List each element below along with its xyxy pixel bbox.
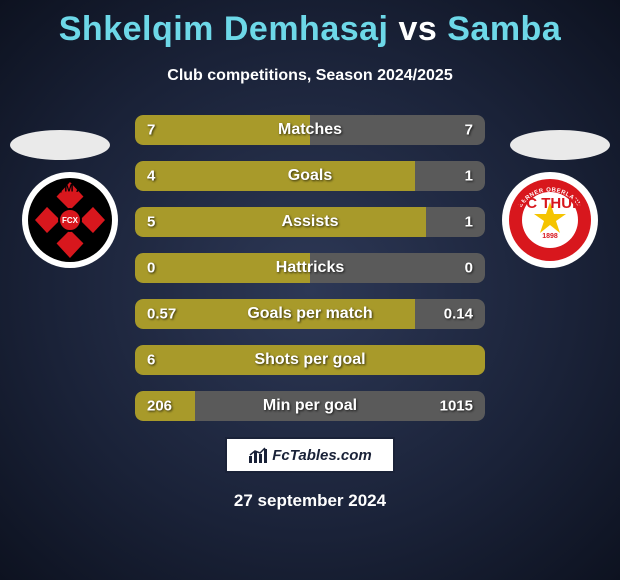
bar-left [135,161,415,191]
stat-row: 6 Shots per goal [135,345,485,375]
stat-value-left: 4 [147,168,155,185]
club-logo-left: FCX XAMAX [20,170,120,270]
stat-value-left: 206 [147,398,172,415]
halo-right [510,130,610,160]
stat-value-right: 1 [465,214,473,231]
stat-value-left: 7 [147,122,155,139]
stat-value-right: 0 [465,260,473,277]
subtitle: Club competitions, Season 2024/2025 [0,67,620,85]
stat-value-right: 1 [465,168,473,185]
stat-value-left: 0.57 [147,306,176,323]
stat-row: 206 1015 Min per goal [135,391,485,421]
stat-row: 4 1 Goals [135,161,485,191]
player1-name: Shkelqim Demhasaj [59,10,389,48]
stat-label: Goals [288,167,332,185]
club-logo-right: BERNER OBERLAND FC THUN 1898 [500,170,600,270]
stat-label: Matches [278,121,342,139]
stat-value-right: 0.14 [444,306,473,323]
halo-left [10,130,110,160]
stat-row: 0 0 Hattricks [135,253,485,283]
chart-icon [248,446,268,464]
svg-text:BERNER OBERLAND: BERNER OBERLAND [518,187,582,208]
date-text: 27 september 2024 [0,491,620,511]
svg-text:FCX: FCX [62,216,79,225]
stat-value-left: 6 [147,352,155,369]
bar-left [135,207,426,237]
stat-label: Assists [282,213,339,231]
stat-label: Shots per goal [254,351,365,369]
player2-name: Samba [447,10,561,48]
stat-value-left: 0 [147,260,155,277]
svg-text:1898: 1898 [542,233,558,240]
stat-label: Goals per match [247,305,372,323]
brand-text: FcTables.com [272,447,371,464]
stat-row: 5 1 Assists [135,207,485,237]
stats-bars: 7 7 Matches 4 1 Goals 5 1 Assists 0 0 Hattricks 0.57… [135,115,485,421]
comparison-title: Shkelqim Demhasaj vs Samba [0,0,620,49]
vs-text: vs [398,10,437,48]
stat-row: 0.57 0.14 Goals per match [135,299,485,329]
svg-text:XAMAX: XAMAX [42,182,98,202]
stat-value-left: 5 [147,214,155,231]
bar-right [426,207,486,237]
svg-text:FC THUN: FC THUN [517,195,583,212]
stat-value-right: 7 [465,122,473,139]
stat-value-right: 1015 [440,398,473,415]
brand-box: FcTables.com [225,437,395,473]
bar-right [415,161,485,191]
stat-row: 7 7 Matches [135,115,485,145]
stat-label: Hattricks [276,259,344,277]
stat-label: Min per goal [263,397,357,415]
